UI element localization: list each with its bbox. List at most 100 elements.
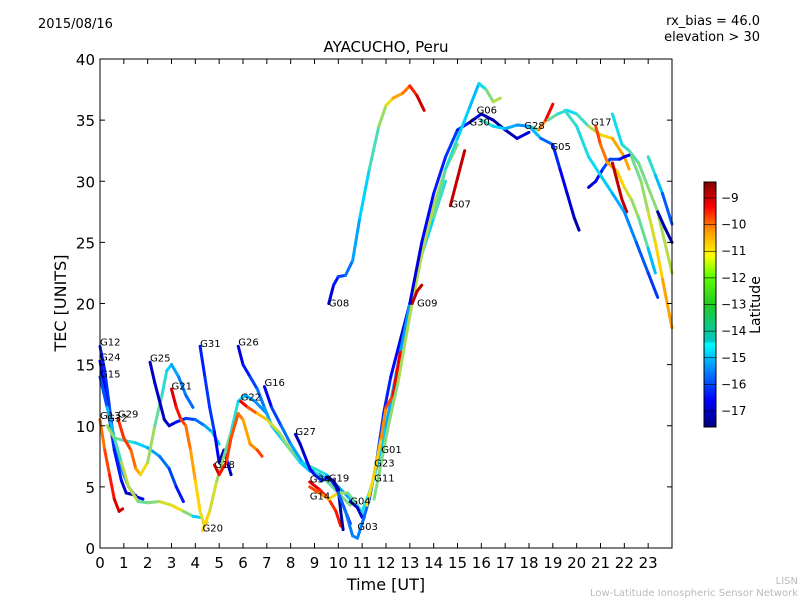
track-g38 [646,155,674,226]
credit-long: Low-Latitude Ionospheric Sensor Network [590,588,798,599]
track-segment [515,123,531,128]
track-segment [208,479,219,513]
track-segment [308,480,321,491]
track-g18 [212,412,264,477]
satellite-label-g05: G05 [550,142,570,153]
track-segment [158,454,171,471]
track-segment [610,136,626,159]
track-segment [408,84,419,98]
track-segment [343,509,355,538]
colorbar-tick-label: −12 [721,271,746,285]
satellite-label-g11: G11 [374,473,394,484]
x-tick-label: 23 [639,554,658,572]
track-segment [129,448,138,471]
track-segment [610,112,624,147]
y-tick-label: 25 [76,234,95,252]
track-segment [153,381,162,403]
track-segment [432,167,448,220]
track-g06 [432,81,502,220]
y-tick-label: 5 [85,479,95,497]
track-g08 [327,84,426,305]
colorbar-tick-label: −9 [721,191,739,205]
track-segment [594,124,602,147]
rx-bias-label: rx_bias = 46.0 [666,14,760,29]
x-tick-label: 15 [448,554,467,572]
track-segment [372,460,383,501]
track-segment [622,152,633,159]
track-segment [637,216,650,250]
track-segment [189,448,197,483]
y-tick-label: 15 [76,357,95,375]
track-segment [229,412,240,440]
satellite-label-g16: G16 [264,378,284,389]
satellite-tracks [98,81,674,540]
x-tick-label: 18 [519,554,538,572]
track-segment [343,259,355,277]
colorbar-title: Latitude [748,276,764,334]
track-segment [453,167,462,189]
track-g05 [527,124,581,232]
track-segment [646,271,660,299]
track-segment [148,360,157,385]
x-tick-label: 12 [376,554,395,572]
track-segment [384,96,395,107]
track-segment [98,344,107,373]
track-segment [98,418,107,452]
track-segment [167,467,178,489]
y-tick-label: 30 [76,173,95,191]
colorbar-tick-label: −16 [721,377,746,391]
satellite-label-g28: G28 [524,121,544,132]
x-tick-label: 6 [238,554,248,572]
track-segment [639,179,650,214]
track-segment [537,118,548,132]
track-g30 [408,112,531,305]
track-segment [248,442,259,452]
track-segment [444,128,459,159]
colorbar-tick-label: −17 [721,404,746,418]
track-g29 [116,363,195,477]
y-tick-label: 10 [76,418,95,436]
track-segment [255,412,269,422]
track-segment [327,491,340,501]
x-tick-label: 4 [191,554,201,572]
track-segment [646,185,660,214]
track-segment [108,473,116,501]
track-segment [420,204,436,257]
track-segment [139,460,150,477]
track-g13 [98,418,125,513]
x-axis: 0 1 2 3 4 5 6 7 8 9 10 11 12 13 14 15 16 17 18 19 20 21 22 23 [95,59,658,572]
track-segment [622,185,633,202]
track-segment [241,418,252,446]
track-segment [575,124,591,159]
date-label: 2015/08/16 [38,17,113,32]
track-segment [255,387,266,409]
track-segment [170,503,185,513]
track-segment [629,198,641,220]
satellite-label-g27: G27 [295,427,315,438]
track-segment [277,430,293,452]
track-segment [646,246,657,275]
satellite-label-g20: G20 [202,523,222,534]
track-segment [193,418,207,428]
track-segment [146,500,162,505]
satellite-label-g29: G29 [118,410,138,421]
track-segment [391,350,402,397]
track-segment [279,424,293,446]
colorbar-tick-label: −10 [721,218,746,232]
satellite-label-g17: G17 [591,118,611,129]
track-segment [184,393,195,409]
x-tick-label: 1 [119,554,129,572]
track-segment [479,118,495,128]
track-segment [239,399,250,409]
track-segment [334,509,343,528]
track-segment [208,405,216,434]
track-segment [539,136,555,147]
colorbar-tick-label: −13 [721,298,746,312]
track-segment [663,240,674,275]
track-segment [479,112,495,122]
track-segment [599,133,614,140]
track-segment [255,448,264,458]
track-segment [408,253,424,318]
colorbar-tick-label: −15 [721,351,746,365]
colorbar-ticks: −9 −10 −11 −12 −13 −14 −15 −16 −17 [704,191,746,418]
